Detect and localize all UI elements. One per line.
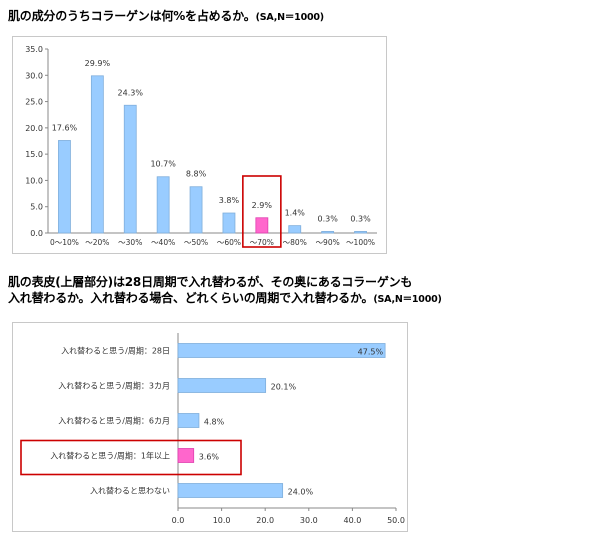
bar-value-label: 3.6% xyxy=(199,453,220,462)
chart2-svg: 0.0 10.0 20.0 30.0 40.0 50.0 47.5% 入れ替わると思う/周期：… xyxy=(20,333,405,525)
y-tick-label: 30.0 xyxy=(25,71,43,80)
y-tick-label: 5.0 xyxy=(30,203,43,212)
chart1-title: 肌の成分のうちコラーゲンは何%を占めるか。(SA,N＝1000) xyxy=(8,9,324,25)
bar xyxy=(156,176,170,234)
x-tick-label: ～60% xyxy=(217,238,241,247)
bar xyxy=(255,217,269,234)
bar xyxy=(321,231,335,234)
chart2-title-line2: 入れ替わるか。入れ替わる場合、どれくらいの周期で入れ替わるか。(SA,N＝100… xyxy=(8,291,442,307)
y-category-label: 入れ替わると思う/周期：3カ月 xyxy=(58,381,170,391)
y-category-label: 入れ替わると思う/周期：28日 xyxy=(61,346,170,356)
chart2-sample-note: (SA,N＝1000) xyxy=(373,294,442,305)
bar xyxy=(288,225,302,234)
y-category-label: 入れ替わると思う/周期：1年以上 xyxy=(50,451,170,461)
chart1-sample-note: (SA,N＝1000) xyxy=(255,12,325,23)
chart1-svg: 0.0 5.0 10.0 15.0 20.0 25.0 30.0 35.0 17.6% 0～10%… xyxy=(25,45,377,248)
x-tick-label: 50.0 xyxy=(387,516,405,525)
bar-value-label: 2.9% xyxy=(252,201,273,210)
y-category-label: 入れ替わると思う/周期：6カ月 xyxy=(58,416,170,426)
highlight-box xyxy=(20,439,242,476)
y-tick-label: 10.0 xyxy=(25,176,43,185)
chart2-title-line1: 肌の表皮(上層部分)は28日周期で入れ替わるが、その奥にあるコラーゲンも xyxy=(8,275,413,289)
y-tick-label: 25.0 xyxy=(25,98,43,107)
bar xyxy=(123,104,137,234)
bar-value-label: 29.9% xyxy=(85,59,111,68)
bar-value-label: 0.3% xyxy=(350,214,371,223)
x-tick-label: ～70% xyxy=(250,238,274,247)
highlight-box xyxy=(242,175,282,248)
bar-value-label: 4.8% xyxy=(204,418,225,427)
bar xyxy=(177,378,267,393)
bar-value-label: 47.5% xyxy=(358,348,384,357)
x-tick-label: ～40% xyxy=(151,238,175,247)
bar xyxy=(177,343,386,358)
x-tick-label: 0.0 xyxy=(172,516,185,525)
bar-value-label: 24.0% xyxy=(288,488,314,497)
y-category-label: 入れ替わると思わない xyxy=(90,486,170,496)
bar xyxy=(354,231,367,234)
bar-value-label: 8.8% xyxy=(186,170,207,179)
chart1-title-text: 肌の成分のうちコラーゲンは何%を占めるか。 xyxy=(8,9,256,23)
x-tick-label: 30.0 xyxy=(300,516,318,525)
x-tick-label: ～80% xyxy=(283,238,307,247)
bar-value-label: 10.7% xyxy=(150,160,176,169)
bar xyxy=(58,140,71,234)
chart2-frame: 0.0 10.0 20.0 30.0 40.0 50.0 47.5% 入れ替わると思う/周期：… xyxy=(12,322,408,532)
chart1-frame: 0.0 5.0 10.0 15.0 20.0 25.0 30.0 35.0 17.6% 0～10%… xyxy=(12,36,387,254)
x-tick-label: 0～10% xyxy=(50,238,79,247)
x-tick-label: 10.0 xyxy=(213,516,231,525)
bar-value-label: 1.4% xyxy=(285,209,306,218)
bar-value-label: 24.3% xyxy=(118,88,144,97)
x-tick-label: 40.0 xyxy=(343,516,361,525)
x-tick-label: ～100% xyxy=(346,238,375,247)
bar-value-label: 17.6% xyxy=(52,123,78,132)
bar xyxy=(177,448,195,463)
x-tick-label: ～30% xyxy=(118,238,142,247)
bar xyxy=(189,186,203,234)
x-tick-label: ～20% xyxy=(85,238,109,247)
y-tick-label: 15.0 xyxy=(25,150,43,159)
bar xyxy=(177,413,200,428)
bar-value-label: 20.1% xyxy=(271,383,297,392)
y-tick-label: 0.0 xyxy=(30,229,43,238)
bar xyxy=(222,212,236,234)
bar xyxy=(177,483,284,498)
y-tick-label: 35.0 xyxy=(25,45,43,54)
x-tick-label: ～90% xyxy=(316,238,340,247)
bar-value-label: 0.3% xyxy=(317,214,338,223)
x-tick-label: ～50% xyxy=(184,238,208,247)
x-tick-label: 20.0 xyxy=(256,516,274,525)
chart2-title-line2-text: 入れ替わるか。入れ替わる場合、どれくらいの周期で入れ替わるか。 xyxy=(8,291,374,305)
y-tick-label: 20.0 xyxy=(25,124,43,133)
bar xyxy=(90,75,104,234)
bar-value-label: 3.8% xyxy=(219,196,240,205)
